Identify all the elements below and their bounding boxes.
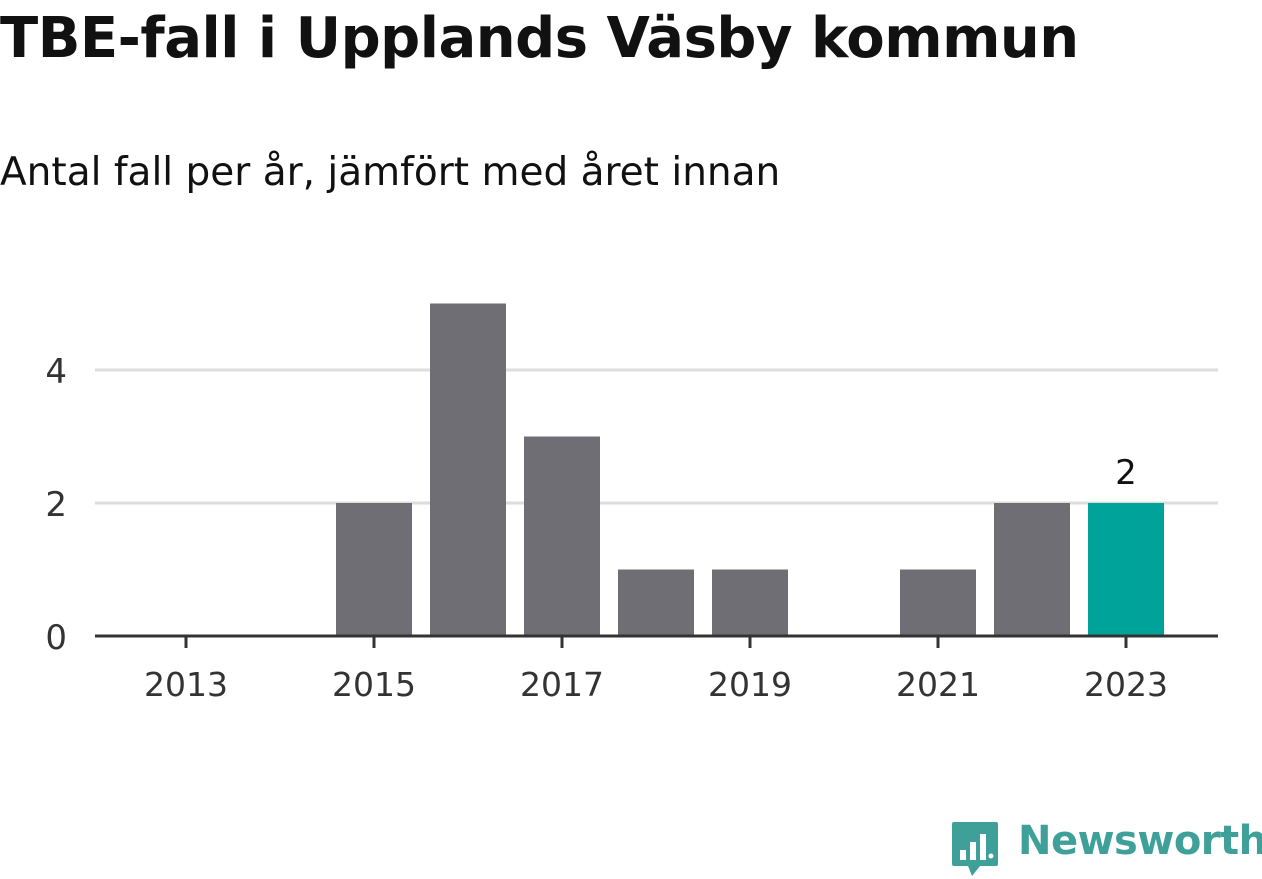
x-tick-label: 2017 — [520, 665, 604, 704]
bar-2023 — [1088, 503, 1164, 636]
chart-subtitle: Antal fall per år, jämfört med året inna… — [0, 150, 781, 195]
bar-2016 — [430, 303, 506, 636]
x-tick-label: 2013 — [144, 665, 228, 704]
bar-2022 — [994, 503, 1070, 636]
newsworthy-logo-text: Newsworthy — [1018, 818, 1262, 864]
bar-2017 — [524, 436, 600, 636]
bar-2015 — [336, 503, 412, 636]
y-tick-label: 2 — [45, 485, 67, 525]
x-tick-label: 2021 — [896, 665, 980, 704]
x-tick-label: 2023 — [1084, 665, 1168, 704]
data-label-2023: 2 — [1115, 453, 1137, 493]
x-tick-label: 2019 — [708, 665, 792, 704]
bar-2019 — [712, 569, 788, 636]
newsworthy-logo: Newsworthy — [950, 818, 1262, 878]
bar-2021 — [900, 569, 976, 636]
x-tick-label: 2015 — [332, 665, 416, 704]
newsworthy-logo-icon — [952, 822, 998, 876]
y-tick-label: 0 — [45, 618, 67, 658]
y-tick-label: 4 — [45, 352, 67, 392]
bar-2018 — [618, 569, 694, 636]
chart-title: TBE-fall i Upplands Väsby kommun — [0, 6, 1079, 71]
